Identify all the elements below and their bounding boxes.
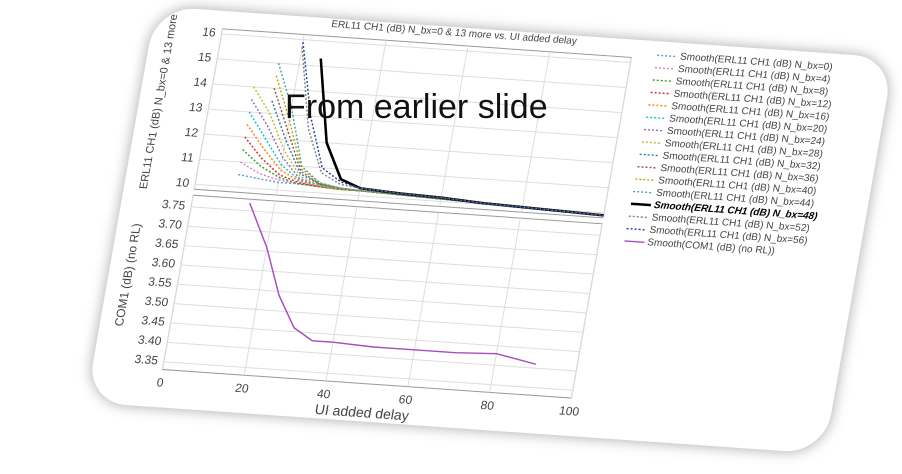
series-line: [319, 58, 604, 217]
grid-line: [161, 195, 194, 370]
legend-swatch: [657, 54, 678, 58]
grid-line: [173, 303, 584, 333]
y-tick-label: 14: [192, 75, 208, 90]
legend-swatch: [639, 153, 660, 157]
y-tick-label: 3.40: [137, 333, 163, 348]
y-axis-label: ERL11 CH1 (dB) N_bx=0 & 13 more: [138, 14, 181, 190]
y-tick-label: 3.75: [161, 197, 187, 212]
x-tick-label: 20: [234, 381, 250, 396]
grid-line: [212, 83, 622, 114]
legend-swatch: [626, 227, 647, 231]
grid-line: [187, 225, 597, 256]
series-line: [238, 173, 604, 217]
chart: ERL11 CH1 (dB) N_bx=0 & 13 more vs. UI a…: [112, 14, 834, 424]
grid-line: [208, 108, 618, 139]
y-tick-label: 3.70: [157, 216, 183, 231]
grid-line: [489, 218, 521, 393]
y-tick-label: 3.45: [140, 313, 166, 328]
grid-line: [163, 361, 573, 391]
legend-swatch: [646, 116, 667, 120]
grid-line: [191, 206, 601, 236]
legend-swatch: [624, 240, 645, 243]
grid-line: [184, 245, 594, 275]
y-tick-label: 15: [197, 50, 213, 65]
x-tick-label: 60: [398, 392, 414, 407]
y-axis-label: COM1 (dB) (no RL): [112, 223, 144, 327]
grid-line: [217, 58, 627, 89]
series-line: [244, 136, 604, 217]
y-tick-label: 3.65: [154, 236, 180, 251]
plot-area: [161, 194, 603, 399]
legend-swatch: [635, 178, 656, 182]
series-line: [248, 111, 604, 217]
grid-line: [570, 223, 603, 399]
series-line: [249, 202, 537, 365]
series-line: [302, 41, 604, 217]
legend-swatch: [648, 104, 669, 107]
x-tick-label: 80: [479, 398, 495, 413]
x-tick-label: 0: [156, 375, 165, 389]
legend-swatch: [637, 165, 658, 169]
grid-line: [180, 264, 590, 295]
grid-line: [203, 133, 614, 164]
legend-swatch: [641, 141, 662, 144]
x-tick-label: 100: [558, 404, 581, 419]
y-tick-label: 16: [201, 25, 217, 40]
legend-swatch: [630, 202, 652, 207]
legend-swatch: [654, 66, 676, 70]
series-line: [277, 62, 604, 217]
x-axis-label: UI added delay: [314, 401, 411, 423]
y-tick-label: 11: [180, 150, 195, 165]
legend-swatch: [650, 91, 671, 95]
x-tick-label: 40: [316, 387, 332, 402]
y-tick-label: 13: [188, 100, 204, 115]
y-tick-label: 3.35: [133, 352, 159, 367]
chart-title: ERL11 CH1 (dB) N_bx=0 & 13 more vs. UI a…: [330, 19, 577, 47]
legend-swatch: [643, 128, 665, 132]
legend-swatch: [652, 79, 673, 83]
chart-card: ERL11 CH1 (dB) N_bx=0 & 13 more vs. UI a…: [85, 6, 895, 454]
grid-line: [167, 341, 577, 372]
series-line: [242, 148, 604, 217]
grid-line: [177, 283, 587, 314]
y-tick-label: 10: [175, 175, 191, 190]
y-tick-label: 12: [184, 125, 200, 140]
series-line: [240, 161, 604, 217]
grid-line: [221, 33, 631, 63]
legend-swatch: [628, 215, 649, 219]
legend-swatch: [633, 190, 654, 194]
grid-line: [243, 200, 276, 376]
grid-line: [170, 322, 580, 353]
grid-line: [407, 212, 440, 387]
y-tick-label: 3.50: [144, 294, 170, 309]
grid-line: [325, 206, 358, 381]
y-tick-label: 3.60: [151, 255, 177, 270]
annotation: From earlier slide: [285, 88, 548, 126]
y-tick-label: 3.55: [147, 275, 173, 290]
